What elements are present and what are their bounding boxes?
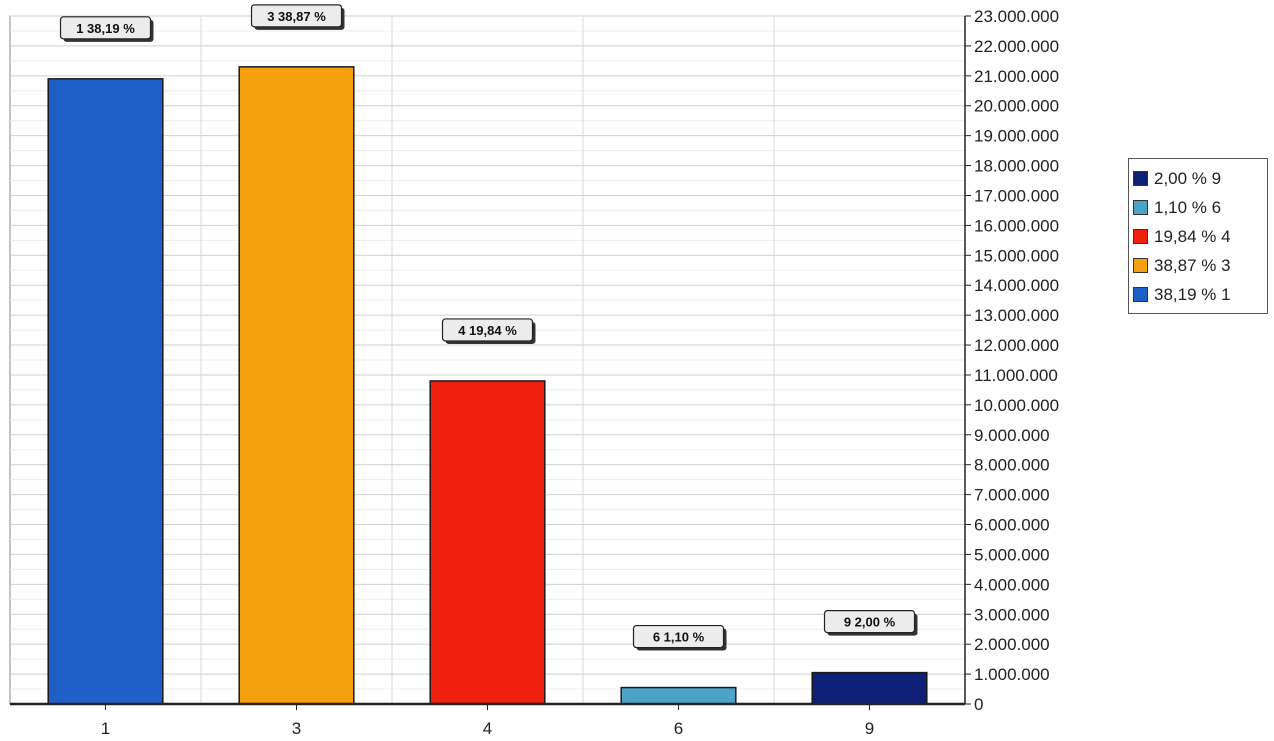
y-tick-label: 15.000.000 bbox=[974, 246, 1059, 265]
data-label-box bbox=[632, 624, 725, 649]
legend-label: 38,87 % 3 bbox=[1154, 255, 1231, 275]
y-tick-label: 11.000.000 bbox=[974, 366, 1058, 385]
data-label-box bbox=[441, 318, 534, 342]
data-label-box bbox=[250, 4, 343, 28]
legend-label: 1,10 % 6 bbox=[1154, 197, 1222, 217]
y-tick-label: 22.000.000 bbox=[974, 37, 1059, 56]
legend-swatch bbox=[1133, 200, 1148, 215]
category-label: 3 bbox=[292, 719, 301, 738]
y-tick-label: 0 bbox=[974, 695, 983, 714]
legend-item: 19,84 % 4 bbox=[1133, 222, 1263, 251]
category-label: 9 bbox=[865, 719, 874, 738]
data-label-text: 6 1,10 % bbox=[653, 630, 705, 645]
y-tick-label: 20.000.000 bbox=[974, 97, 1059, 116]
y-tick-label: 9.000.000 bbox=[974, 426, 1050, 445]
legend: 2,00 % 9 1,10 % 6 19,84 % 4 38,87 % 3 38,19 … bbox=[1128, 158, 1268, 314]
y-tick-label: 4.000.000 bbox=[974, 575, 1050, 594]
data-label: 1 38,19 % bbox=[59, 16, 154, 42]
data-label-text: 4 19,84 % bbox=[458, 323, 517, 338]
data-label-box bbox=[823, 609, 916, 634]
y-tick-label: 5.000.000 bbox=[974, 545, 1050, 564]
y-tick-label: 12.000.000 bbox=[974, 336, 1059, 355]
y-tick-label: 7.000.000 bbox=[974, 486, 1050, 505]
y-tick-label: 10.000.000 bbox=[974, 396, 1059, 415]
legend-swatch bbox=[1133, 171, 1148, 186]
y-tick-label: 6.000.000 bbox=[974, 516, 1050, 535]
category-label: 4 bbox=[483, 719, 492, 738]
data-label-box bbox=[59, 16, 152, 40]
legend-label: 19,84 % 4 bbox=[1154, 226, 1231, 246]
bars bbox=[47, 66, 928, 705]
y-tick-label: 1.000.000 bbox=[974, 665, 1050, 684]
data-label: 6 1,10 % bbox=[632, 624, 727, 651]
legend-label: 2,00 % 9 bbox=[1154, 168, 1222, 188]
y-tick-label: 19.000.000 bbox=[974, 127, 1059, 146]
y-tick-label: 17.000.000 bbox=[974, 186, 1059, 205]
category-label: 1 bbox=[101, 719, 110, 738]
legend-swatch bbox=[1133, 258, 1148, 273]
y-tick-label: 8.000.000 bbox=[974, 456, 1050, 475]
legend-swatch bbox=[1133, 229, 1148, 244]
legend-item: 1,10 % 6 bbox=[1133, 193, 1263, 222]
bar bbox=[47, 78, 164, 705]
y-tick-label: 23.000.000 bbox=[974, 7, 1059, 26]
y-tick-label: 14.000.000 bbox=[974, 276, 1059, 295]
y-tick-label: 2.000.000 bbox=[974, 635, 1050, 654]
y-tick-label: 3.000.000 bbox=[974, 605, 1050, 624]
data-label-text: 9 2,00 % bbox=[844, 615, 896, 630]
y-tick-label: 16.000.000 bbox=[974, 216, 1059, 235]
bar bbox=[429, 380, 546, 705]
legend-swatch bbox=[1133, 287, 1148, 302]
data-label-text: 1 38,19 % bbox=[76, 21, 135, 36]
data-label-text: 3 38,87 % bbox=[267, 9, 326, 24]
axes: 1 3 4 6 9 0 1.000.000 2.000.000 3.000.000 4.000.0… bbox=[10, 7, 1059, 738]
y-tick-label: 18.000.000 bbox=[974, 157, 1059, 176]
data-label: 9 2,00 % bbox=[823, 609, 918, 636]
bar bbox=[620, 686, 737, 705]
legend-item: 38,19 % 1 bbox=[1133, 280, 1263, 309]
bar bbox=[238, 66, 355, 705]
bar bbox=[811, 671, 928, 705]
legend-item: 2,00 % 9 bbox=[1133, 164, 1263, 193]
legend-label: 38,19 % 1 bbox=[1154, 284, 1231, 304]
data-labels: 1 38,19 % 3 38,87 % 4 19,84 % 6 1,10 % 9 2,0… bbox=[59, 4, 918, 651]
y-tick-label: 21.000.000 bbox=[974, 67, 1059, 86]
legend-item: 38,87 % 3 bbox=[1133, 251, 1263, 280]
data-label: 3 38,87 % bbox=[250, 4, 345, 30]
category-label: 6 bbox=[674, 719, 683, 738]
y-tick-label: 13.000.000 bbox=[974, 306, 1059, 325]
data-label: 4 19,84 % bbox=[441, 318, 536, 344]
